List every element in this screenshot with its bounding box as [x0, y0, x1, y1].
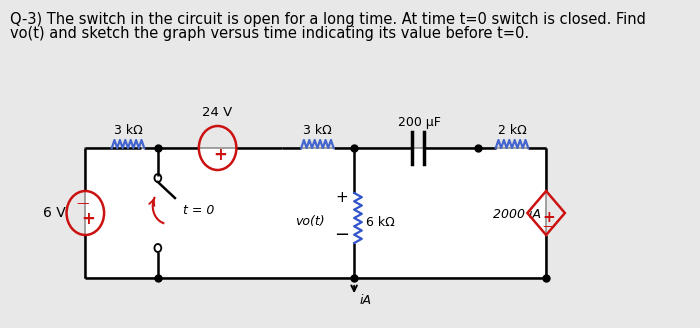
Text: Q-3) The switch in the circuit is open for a long time. At time t=0 switch is cl: Q-3) The switch in the circuit is open f…	[10, 12, 646, 27]
Text: 2000 iA: 2000 iA	[494, 209, 541, 221]
Text: −: −	[335, 226, 350, 244]
Text: 2 kΩ: 2 kΩ	[498, 124, 526, 137]
Text: vo(t) and sketch the graph versus time indicating its value before t=0.: vo(t) and sketch the graph versus time i…	[10, 26, 529, 41]
Text: 3 kΩ: 3 kΩ	[303, 124, 332, 137]
Text: t = 0: t = 0	[183, 203, 215, 216]
Text: +: +	[81, 210, 94, 228]
Text: +: +	[214, 146, 227, 164]
Text: —: —	[76, 197, 89, 211]
Text: 3 kΩ: 3 kΩ	[113, 124, 142, 137]
Text: +: +	[542, 211, 555, 226]
Text: vo(t): vo(t)	[295, 215, 325, 229]
Text: 6 kΩ: 6 kΩ	[366, 215, 395, 229]
Text: 6 V: 6 V	[43, 206, 66, 220]
Text: iA: iA	[359, 294, 371, 306]
Text: +: +	[336, 190, 349, 205]
Text: 24 V: 24 V	[202, 106, 232, 119]
Text: 200 μF: 200 μF	[398, 116, 441, 129]
FancyBboxPatch shape	[85, 148, 546, 278]
Text: —: —	[542, 220, 555, 234]
